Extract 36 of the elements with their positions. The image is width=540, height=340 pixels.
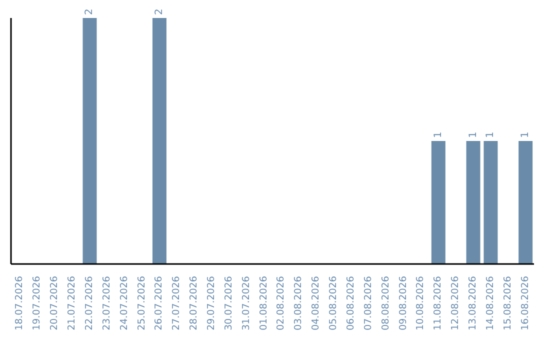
x-tick-label: 08.08.2026 (380, 276, 392, 330)
x-tick-label: 15.08.2026 (502, 276, 514, 330)
x-tick-label: 22.07.2026 (84, 276, 95, 330)
x-tick-label: 07.08.2026 (362, 276, 374, 330)
x-tick-label: 01.08.2026 (258, 276, 270, 330)
data-label: 1 (468, 132, 479, 138)
x-tick-label: 19.07.2026 (32, 276, 43, 330)
data-label: 1 (432, 132, 444, 138)
x-tick-label: 11.08.2026 (432, 276, 444, 330)
x-tick-label: 06.08.2026 (345, 276, 356, 330)
x-tick-label: 26.07.2026 (154, 276, 165, 330)
x-tick-label: 18.07.2026 (14, 276, 26, 330)
data-label: 2 (154, 8, 165, 15)
x-tick-label: 13.08.2026 (467, 276, 478, 330)
x-tick-label: 16.08.2026 (520, 276, 531, 330)
x-tick-label: 29.07.2026 (206, 276, 217, 330)
x-tick-label: 31.07.2026 (240, 276, 252, 330)
data-label: 1 (520, 132, 532, 138)
x-tick-label: 28.07.2026 (188, 276, 200, 330)
x-tick-label: 10.08.2026 (415, 276, 426, 330)
x-tick-label: 25.07.2026 (136, 276, 148, 330)
x-tick-label: 23.07.2026 (101, 276, 112, 330)
x-tick-label: 14.08.2026 (484, 276, 496, 330)
data-label: 2 (84, 8, 96, 15)
x-tick-label: 04.08.2026 (310, 276, 322, 330)
x-tick-label: 21.07.2026 (66, 276, 78, 330)
x-tick-label: 20.07.2026 (49, 276, 60, 330)
x-tick-label: 24.07.2026 (118, 276, 130, 330)
x-tick-label: 03.08.2026 (293, 276, 304, 330)
x-tick-label: 27.07.2026 (171, 276, 182, 330)
x-tick-label: 30.07.2026 (223, 276, 234, 330)
x-tick-label: 12.08.2026 (450, 276, 462, 330)
x-tick-label: 05.08.2026 (328, 276, 340, 330)
x-tick-label: 09.08.2026 (398, 276, 409, 330)
x-tick-label: 02.08.2026 (276, 276, 287, 330)
data-label: 1 (485, 132, 496, 138)
